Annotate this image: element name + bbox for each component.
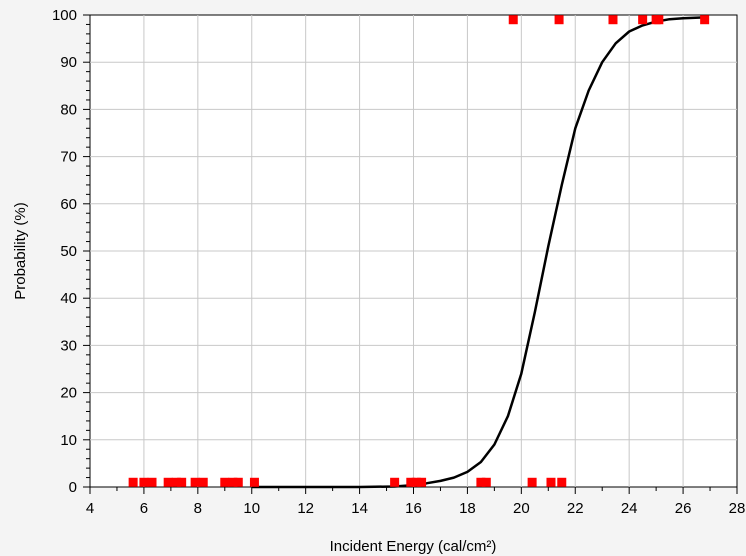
data-point bbox=[171, 477, 181, 487]
x-axis-label: Incident Energy (cal/cm²) bbox=[330, 538, 497, 555]
data-point bbox=[654, 15, 664, 25]
y-tick-label: 20 bbox=[60, 385, 77, 402]
y-tick-label: 30 bbox=[60, 337, 77, 354]
y-tick-label: 60 bbox=[60, 196, 77, 213]
y-axis-ticks: 0 10 20 30 40 50 60 70 80 90 100 bbox=[52, 7, 90, 496]
x-tick-label: 26 bbox=[675, 500, 692, 517]
data-point bbox=[508, 15, 518, 25]
data-point bbox=[177, 477, 187, 487]
x-axis-ticks: 4 6 8 10 12 14 16 18 20 22 24 26 28 bbox=[86, 487, 746, 517]
data-point bbox=[147, 477, 157, 487]
data-point bbox=[249, 477, 259, 487]
data-point bbox=[139, 477, 149, 487]
x-tick-label: 12 bbox=[297, 500, 314, 517]
data-point bbox=[481, 477, 491, 487]
grid-lines bbox=[90, 15, 737, 487]
data-point bbox=[554, 15, 564, 25]
x-tick-label: 18 bbox=[459, 500, 476, 517]
data-point bbox=[390, 477, 400, 487]
y-tick-label: 90 bbox=[60, 54, 77, 71]
x-tick-label: 10 bbox=[243, 500, 260, 517]
y-tick-label: 10 bbox=[60, 432, 77, 449]
data-point bbox=[476, 477, 486, 487]
data-point bbox=[608, 15, 618, 25]
data-point bbox=[700, 15, 710, 25]
y-tick-label: 0 bbox=[69, 479, 77, 496]
x-tick-label: 24 bbox=[621, 500, 638, 517]
x-tick-label: 6 bbox=[140, 500, 148, 517]
y-tick-label: 50 bbox=[60, 243, 77, 260]
y-tick-label: 100 bbox=[52, 7, 77, 24]
data-point bbox=[527, 477, 537, 487]
x-tick-label: 4 bbox=[86, 500, 94, 517]
data-point bbox=[220, 477, 230, 487]
y-tick-label: 70 bbox=[60, 149, 77, 166]
x-tick-label: 20 bbox=[513, 500, 530, 517]
y-tick-label: 80 bbox=[60, 101, 77, 118]
data-point bbox=[128, 477, 138, 487]
y-axis-label: Probability (%) bbox=[12, 202, 29, 300]
data-point bbox=[233, 477, 243, 487]
y-tick-label: 40 bbox=[60, 290, 77, 307]
x-tick-label: 16 bbox=[405, 500, 422, 517]
data-series bbox=[128, 15, 710, 489]
data-point bbox=[411, 477, 421, 487]
data-point bbox=[546, 477, 556, 487]
x-tick-label: 14 bbox=[351, 500, 368, 517]
data-point bbox=[557, 477, 567, 487]
x-tick-label: 8 bbox=[194, 500, 202, 517]
data-point bbox=[228, 477, 238, 487]
data-point bbox=[198, 477, 208, 487]
x-tick-label: 28 bbox=[729, 500, 746, 517]
x-tick-label: 22 bbox=[567, 500, 584, 517]
data-point bbox=[190, 477, 200, 487]
data-point bbox=[417, 477, 427, 487]
data-point bbox=[638, 15, 648, 25]
data-point bbox=[406, 477, 416, 487]
data-point bbox=[163, 477, 173, 487]
